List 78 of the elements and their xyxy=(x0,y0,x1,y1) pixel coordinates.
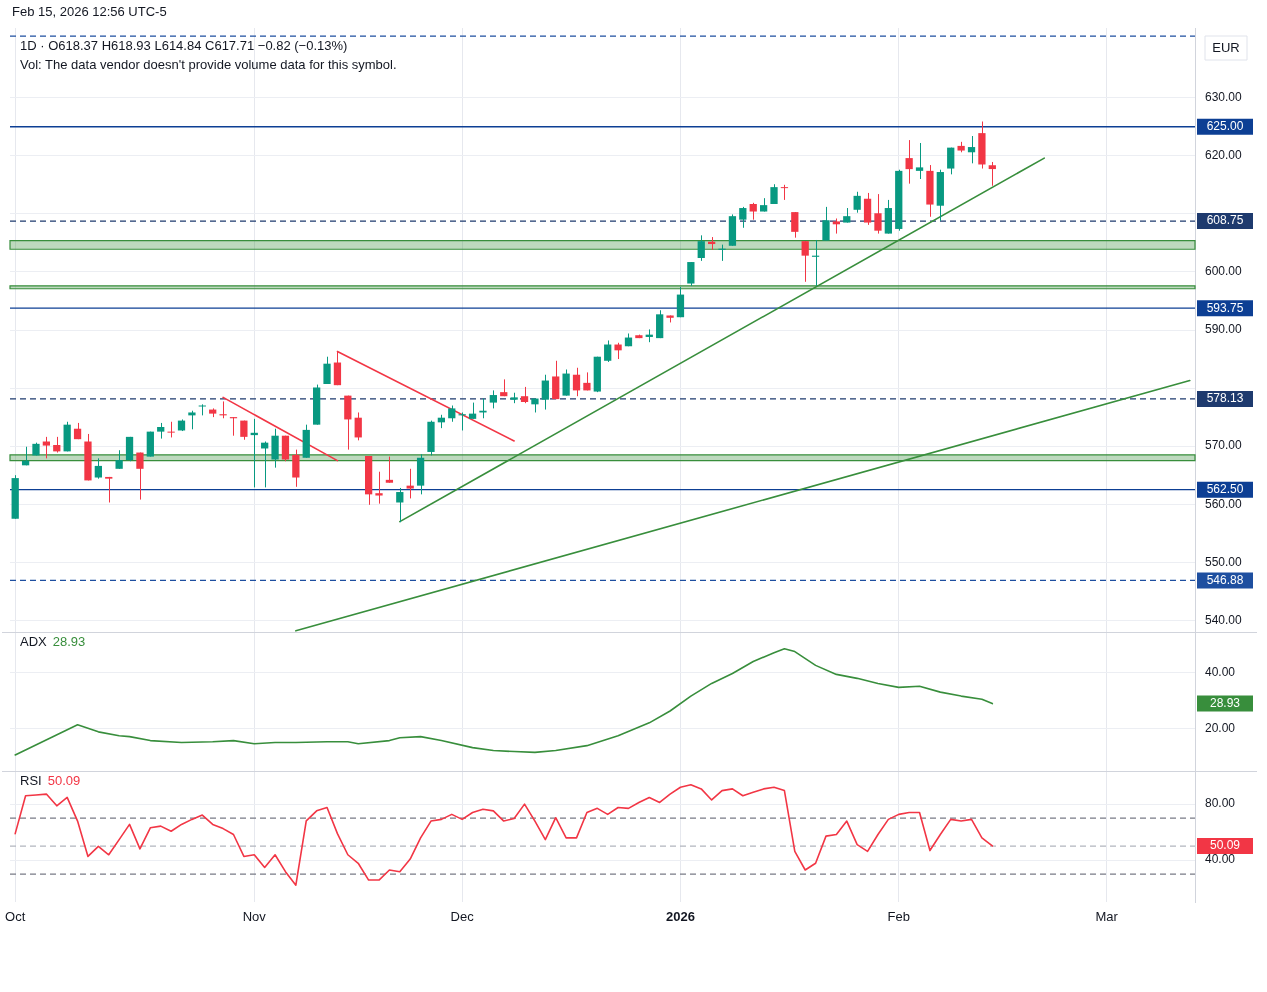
candlestick xyxy=(115,449,123,470)
candlestick xyxy=(676,286,685,318)
y-tick-label: 620.00 xyxy=(1205,148,1243,163)
candlestick xyxy=(323,356,331,385)
candlestick xyxy=(988,161,996,187)
ref-line-label: 593.75 xyxy=(1206,300,1244,315)
candlestick xyxy=(687,261,695,287)
candlestick xyxy=(770,183,778,205)
y-tick-label: 630.00 xyxy=(1205,90,1243,104)
candlestick xyxy=(562,368,570,397)
candlestick xyxy=(656,309,664,339)
y-tick-label: 40.00 xyxy=(1205,852,1236,867)
y-tick-label: 540.00 xyxy=(1205,612,1243,627)
candlestick xyxy=(136,452,144,501)
y-tick-label: 80.00 xyxy=(1205,796,1236,811)
text: ADX xyxy=(20,633,48,649)
candlestick xyxy=(105,476,113,503)
candlestick xyxy=(905,139,913,185)
ref-line-label: 562.50 xyxy=(1206,482,1244,497)
candlestick xyxy=(375,471,383,505)
candlestick xyxy=(967,135,976,164)
y-tick-label: 590.00 xyxy=(1205,322,1243,337)
candlestick xyxy=(822,206,830,242)
candlestick xyxy=(697,234,705,262)
ref-line-label: 608.75 xyxy=(1206,213,1244,228)
x-tick-label: Dec xyxy=(450,909,475,925)
text: 28.93 xyxy=(1209,695,1241,710)
x-tick-label: Mar xyxy=(1095,909,1119,925)
candlestick xyxy=(489,389,497,409)
candlestick xyxy=(354,411,362,441)
annotation: 50.09 xyxy=(47,772,81,788)
x-tick-label: Nov xyxy=(242,909,267,925)
candlestick xyxy=(739,206,747,229)
candlestick xyxy=(219,400,227,419)
candlestick xyxy=(42,436,51,459)
ref-line-label: 546.88 xyxy=(1206,572,1244,587)
candlestick xyxy=(406,468,414,499)
x-tick-label: 2026 xyxy=(666,909,695,925)
candlestick xyxy=(604,339,612,363)
candlestick xyxy=(552,360,560,400)
candlestick xyxy=(281,435,290,462)
candlestick xyxy=(791,211,799,239)
text: 50.09 xyxy=(1209,838,1241,853)
candlestick xyxy=(853,191,861,214)
y-axis-title: EUR xyxy=(1212,39,1240,55)
candlestick xyxy=(344,395,352,451)
ref-line-label: 625.00 xyxy=(1206,119,1244,134)
text: 1D · O618.37 H618.93 L614.84 C617.71 −0.82 (−0.13%) xyxy=(20,37,348,53)
candlestick xyxy=(198,403,206,416)
candlestick xyxy=(947,147,955,175)
ref-line-label: 578.13 xyxy=(1206,391,1244,406)
candlestick xyxy=(718,244,726,262)
y-tick-label: 40.00 xyxy=(1205,664,1236,679)
y-tick-label: 560.00 xyxy=(1205,496,1243,511)
y-tick-label: 550.00 xyxy=(1205,554,1243,569)
annotation: 28.93 xyxy=(52,633,86,649)
candlestick xyxy=(125,436,134,462)
candlestick xyxy=(801,240,809,283)
y-tick-label: 570.00 xyxy=(1205,438,1243,453)
candlestick xyxy=(863,192,872,226)
y-tick-label: 20.00 xyxy=(1205,721,1236,736)
y-tick-label: 600.00 xyxy=(1205,264,1243,279)
candlestick xyxy=(572,367,581,397)
candlestick xyxy=(271,428,279,469)
annotation: Vol: The data vendor doesn't provide volume data for this symbol. xyxy=(20,56,397,72)
candlestick xyxy=(94,457,102,480)
x-tick-label: Feb xyxy=(887,909,910,925)
candlestick xyxy=(915,142,924,180)
candlestick xyxy=(396,487,404,523)
candlestick xyxy=(874,193,882,235)
candlestick xyxy=(385,456,394,484)
x-tick-label: Oct xyxy=(5,909,26,925)
candlestick xyxy=(541,374,549,411)
text: Feb 15, 2026 12:56 UTC-5 xyxy=(12,3,167,19)
candlestick xyxy=(188,410,196,430)
candlestick xyxy=(780,184,789,201)
candlestick xyxy=(292,449,300,488)
series-label: RSI xyxy=(20,772,42,788)
